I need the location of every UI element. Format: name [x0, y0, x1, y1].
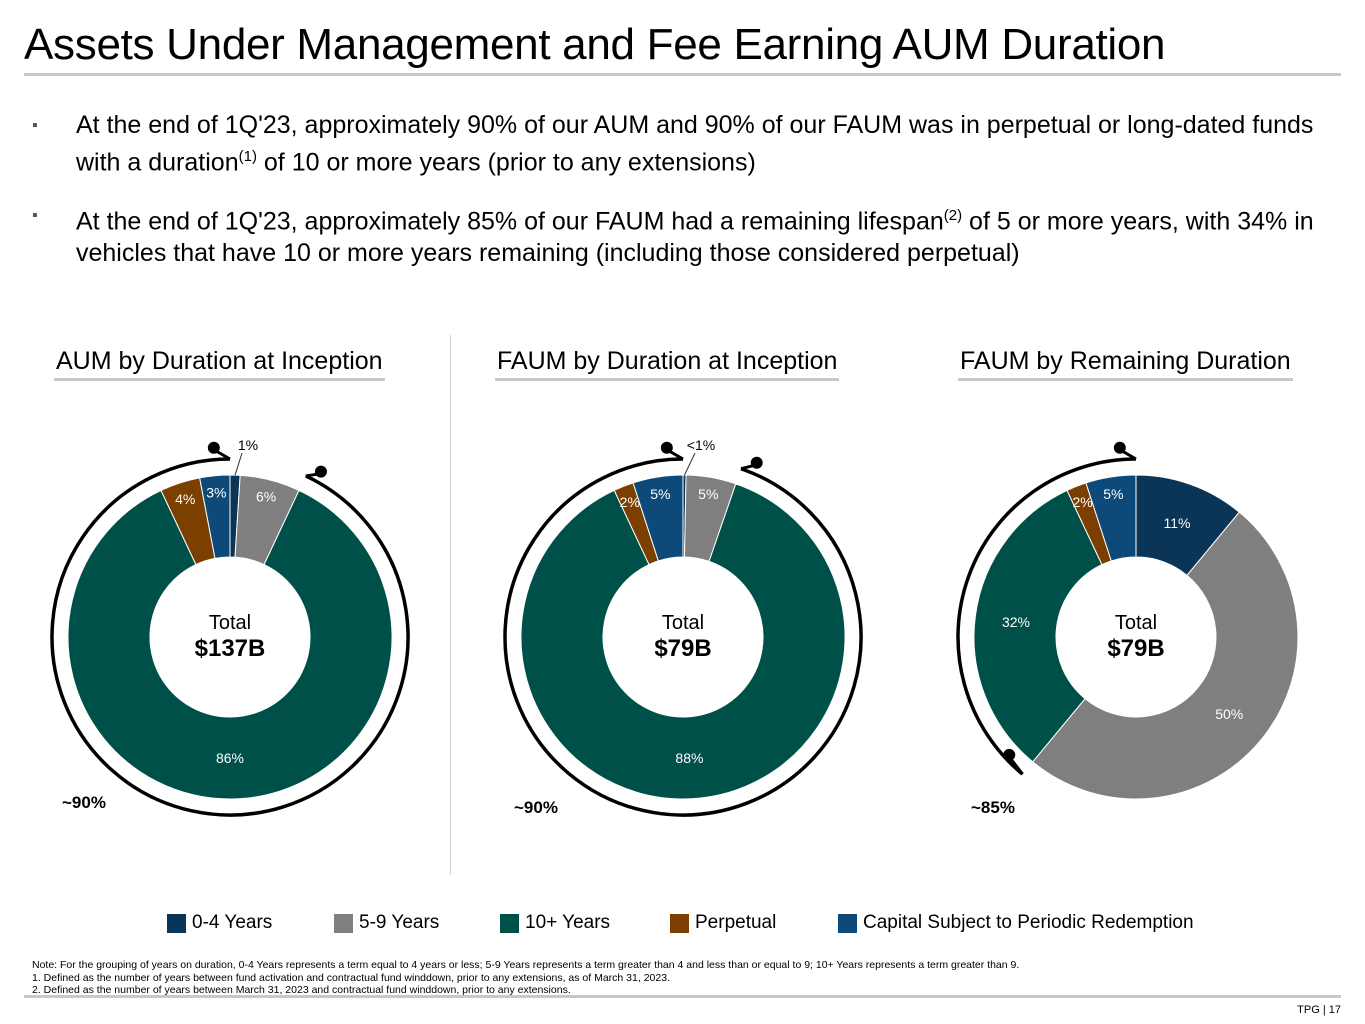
chart-divider	[450, 335, 451, 875]
bracket-dot	[660, 441, 673, 454]
legend-swatch	[670, 913, 689, 933]
slice-label: 3%	[206, 485, 226, 501]
donut-slice	[632, 474, 684, 562]
slice-label: 1%	[238, 437, 258, 453]
slice-label: 5%	[650, 486, 670, 502]
footnote-ref: (2)	[943, 207, 963, 225]
bracket-dot	[1003, 748, 1016, 761]
title-rule	[24, 73, 1341, 76]
legend-swatch	[167, 913, 186, 933]
footnote-text: 2. Defined as the number of years betwee…	[32, 984, 571, 996]
donut-slice	[67, 489, 393, 800]
slice-label: 5%	[1103, 486, 1123, 502]
donut-center-label: Total	[662, 612, 704, 634]
bullet-list: ▪ At the end of 1Q'23, approximately 90%…	[32, 110, 1332, 291]
donut-center-label: Total	[209, 612, 251, 634]
donut-center-value: $79B	[1107, 635, 1164, 662]
slice-label: 50%	[1215, 706, 1243, 722]
page-footer: TPG | 17	[1297, 1004, 1341, 1016]
chart-title-faum-remaining: FAUM by Remaining Duration	[958, 347, 1293, 381]
legend-label: 0-4 Years	[192, 912, 273, 933]
bracket-arc	[956, 457, 1137, 776]
bracket-dot	[314, 465, 327, 478]
bracket-label: ~90%	[62, 793, 106, 812]
bracket-label: ~85%	[971, 798, 1015, 817]
legend-item: Perpetual	[670, 912, 776, 934]
legend-swatch	[500, 913, 519, 933]
donut-slice	[199, 474, 231, 560]
footnotes: Note: For the grouping of years on durat…	[32, 959, 1019, 997]
legend-label: Capital Subject to Periodic Redemption	[863, 912, 1194, 933]
leader-line	[684, 452, 696, 476]
bullet-item: ▪ At the end of 1Q'23, approximately 85%…	[32, 200, 1332, 268]
slice-label: 2%	[620, 494, 640, 510]
slice-label: 86%	[216, 750, 244, 766]
bracket-dot	[750, 456, 763, 469]
leader-line	[234, 452, 243, 476]
chart-title-faum-inception: FAUM by Duration at Inception	[495, 347, 840, 381]
bullet-mark: ▪	[32, 207, 38, 225]
donut-slice	[520, 483, 846, 800]
bullet-mark: ▪	[32, 117, 38, 134]
footnote-ref: (1)	[238, 148, 257, 165]
donut-center-value: $79B	[654, 635, 711, 662]
donut-slice	[1085, 474, 1137, 562]
page-title: Assets Under Management and Fee Earning …	[24, 20, 1166, 69]
bullet-text: At the end of 1Q'23, approximately 90% o…	[76, 111, 1314, 177]
legend-swatch	[334, 913, 353, 933]
legend-label: 5-9 Years	[359, 912, 440, 933]
slice-label: <1%	[687, 437, 715, 453]
bullet-text: of 5 or more years, with 34% in vehicles…	[76, 207, 1314, 267]
slice-label: 32%	[1002, 614, 1030, 630]
bullet-item: ▪ At the end of 1Q'23, approximately 90%…	[32, 110, 1332, 178]
donut-slice	[973, 489, 1103, 763]
bracket-arc	[503, 457, 863, 817]
legend-item: 10+ Years	[500, 912, 610, 934]
bracket-dot	[1113, 441, 1126, 454]
bracket-dot	[207, 441, 220, 454]
footnote-text: 1. Defined as the number of years betwee…	[32, 971, 670, 984]
slice-label: 6%	[256, 489, 276, 505]
slice-label: 2%	[1073, 494, 1093, 510]
slice-label: 88%	[675, 750, 703, 766]
slice-label: 11%	[1163, 515, 1190, 531]
slice-label: 4%	[175, 491, 195, 507]
bullet-text: of 10 or more years (prior to any extens…	[256, 148, 756, 177]
bracket-arc	[50, 457, 410, 817]
bracket-label: ~90%	[514, 798, 558, 817]
donut-center-value: $137B	[195, 635, 266, 662]
legend-label: Perpetual	[695, 912, 777, 933]
legend-item: 0-4 Years	[167, 912, 272, 934]
footer-rule	[24, 995, 1341, 998]
bullet-text: At the end of 1Q'23, approximately 85% o…	[76, 207, 944, 236]
legend-swatch	[838, 913, 857, 933]
donut-center-label: Total	[1115, 612, 1157, 634]
legend-item: Capital Subject to Periodic Redemption	[838, 912, 1194, 934]
footnote-text: Note: For the grouping of years on durat…	[32, 959, 1020, 971]
slice-label: 5%	[698, 486, 718, 502]
legend-item: 5-9 Years	[334, 912, 439, 934]
legend: 0-4 Years 5-9 Years 10+ Years Perpetual …	[0, 912, 1365, 936]
legend-label: 10+ Years	[525, 912, 611, 933]
chart-title-aum-inception: AUM by Duration at Inception	[54, 347, 385, 381]
